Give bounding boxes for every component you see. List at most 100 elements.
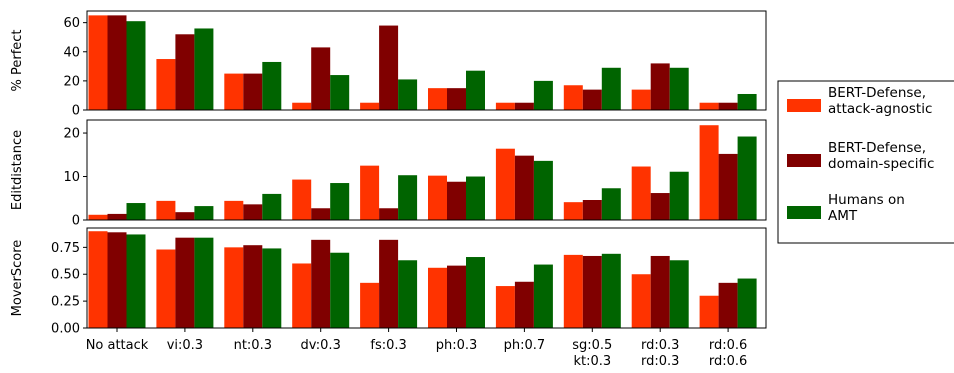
bar-panel2-series1-cat9 — [631, 166, 651, 220]
x-tick-label: No attack — [86, 338, 149, 353]
bar-panel1-series1-cat4 — [292, 102, 312, 110]
bar-panel3-series3-cat8 — [601, 253, 621, 328]
bar-panel3-series1-cat4 — [292, 263, 312, 328]
bar-panel2-series3-cat7 — [533, 160, 553, 220]
x-tick-label: ph:0.7 — [504, 338, 546, 353]
y-axis-label: Editdistance — [10, 130, 25, 210]
bar-panel2-series2-cat4 — [311, 208, 331, 220]
bar-panel2-series1-cat1 — [88, 214, 108, 220]
y-tick-label: 10 — [63, 170, 80, 185]
x-tick-label: sg:0.5 kt:0.3 — [572, 338, 612, 369]
legend-label-2: BERT-Defense, domain-specific — [828, 140, 934, 172]
bar-panel2-series1-cat2 — [156, 200, 176, 220]
y-tick-label: 60 — [63, 16, 80, 31]
bar-panel3-series2-cat3 — [243, 245, 263, 328]
bar-panel1-series3-cat6 — [466, 70, 485, 110]
bar-panel1-series1-cat10 — [699, 102, 719, 110]
bar-panel2-series3-cat8 — [601, 188, 621, 220]
bar-panel1-series3-cat2 — [194, 28, 214, 110]
bar-panel1-series1-cat1 — [88, 15, 108, 110]
bar-panel2-series1-cat10 — [699, 125, 719, 220]
bar-panel2-series3-cat5 — [398, 175, 418, 220]
legend-swatch-2 — [787, 154, 821, 167]
bar-panel2-series3-cat3 — [262, 193, 282, 220]
x-tick-label: fs:0.3 — [370, 338, 406, 353]
bar-panel2-series3-cat10 — [737, 136, 757, 220]
y-tick-label: 0 — [72, 104, 80, 119]
y-tick-label: 20 — [63, 74, 80, 89]
bar-panel3-series1-cat6 — [428, 267, 447, 328]
bar-panel3-series1-cat7 — [495, 286, 515, 328]
panel-2-frame — [86, 119, 767, 221]
y-tick-label: 0.50 — [51, 268, 80, 283]
bar-panel3-series1-cat2 — [156, 249, 176, 328]
bar-panel3-series2-cat9 — [650, 255, 670, 328]
y-tick-label: 0.00 — [51, 322, 80, 337]
legend-label-1: BERT-Defense, attack-agnostic — [828, 85, 932, 117]
bar-panel3-series3-cat1 — [126, 234, 146, 328]
bar-panel3-series3-cat7 — [533, 264, 553, 328]
chart-panels: 0 20 40 60 % Perfect 0 10 20 Editdistance 0.00 0.2… — [10, 10, 767, 337]
bar-panel3-series3-cat4 — [330, 252, 350, 328]
bar-panel1-series3-cat3 — [262, 61, 282, 110]
x-axis-tick-labels: No attack vi:0.3 nt:0.3 dv:0.3 fs:0.3 ph:0.3 p… — [86, 328, 747, 369]
bar-panel2-series3-cat4 — [330, 183, 350, 220]
bar-panel3-series1-cat5 — [360, 282, 380, 328]
bar-panel3-series3-cat3 — [262, 248, 282, 328]
bar-panel3-series1-cat10 — [699, 295, 719, 328]
bar-panel2-series2-cat1 — [107, 213, 127, 220]
bar-panel1-series3-cat1 — [126, 21, 146, 110]
x-tick-label: rd:0.6 rd:0.6 — [709, 338, 747, 369]
bar-panel2-series2-cat10 — [718, 153, 738, 220]
bar-panel1-series1-cat7 — [495, 102, 515, 110]
bar-panel3-series2-cat6 — [447, 265, 466, 328]
panel-1-frame — [86, 10, 767, 111]
bar-panel2-series3-cat2 — [194, 206, 214, 220]
bar-panel2-series2-cat8 — [582, 200, 602, 220]
bar-panel1-series3-cat10 — [737, 93, 757, 110]
bar-panel1-series3-cat9 — [669, 67, 689, 110]
y-tick-label: 40 — [63, 45, 80, 60]
legend-swatch-1 — [787, 99, 821, 112]
bar-panel3-series2-cat7 — [514, 281, 534, 328]
y-tick-label: 0 — [72, 214, 80, 229]
x-tick-label: ph:0.3 — [436, 338, 478, 353]
bar-panel3-series3-cat2 — [194, 237, 214, 328]
bar-panel2-series2-cat6 — [447, 181, 466, 220]
y-tick-label: 20 — [63, 127, 80, 142]
bar-panel1-series3-cat5 — [398, 79, 418, 110]
bar-panel3-series1-cat9 — [631, 274, 651, 328]
bar-panel2-series2-cat2 — [175, 212, 195, 220]
bar-panel3-series1-cat8 — [563, 254, 583, 328]
bar-panel2-series2-cat3 — [243, 204, 263, 220]
bar-panel2-series1-cat7 — [495, 148, 515, 220]
bar-panel1-series1-cat9 — [631, 89, 651, 110]
x-tick-label: dv:0.3 — [301, 338, 341, 353]
bar-panel1-series1-cat6 — [428, 88, 447, 110]
panel-2: 0 10 20 Editdistance — [10, 119, 767, 229]
bar-panel1-series2-cat4 — [311, 47, 331, 110]
bar-panel3-series2-cat2 — [175, 237, 195, 328]
bar-panel2-series1-cat8 — [563, 202, 583, 220]
bar-panel1-series2-cat1 — [107, 15, 127, 110]
bar-panel3-series1-cat3 — [224, 247, 244, 328]
panel-1: 0 20 40 60 % Perfect — [10, 10, 767, 119]
bar-panel3-series3-cat10 — [737, 278, 757, 328]
x-tick-label: vi:0.3 — [167, 338, 203, 353]
bar-panel1-series2-cat8 — [582, 89, 602, 110]
bar-panel2-series2-cat9 — [650, 193, 670, 220]
bar-panel2-series2-cat5 — [379, 208, 399, 220]
x-tick-label: rd:0.3 rd:0.3 — [641, 338, 679, 369]
bar-panel3-series1-cat1 — [88, 231, 108, 328]
bar-panel3-series2-cat8 — [582, 255, 602, 328]
bar-panel2-series1-cat5 — [360, 165, 380, 220]
legend: BERT-Defense, attack-agnostic BERT-Defense… — [777, 80, 954, 244]
x-tick-label: nt:0.3 — [234, 338, 272, 353]
y-tick-label: 0.75 — [51, 241, 80, 256]
bar-panel2-series3-cat6 — [466, 176, 485, 220]
bar-panel3-series2-cat1 — [107, 232, 127, 328]
bar-panel2-series3-cat9 — [669, 171, 689, 220]
bar-panel1-series1-cat3 — [224, 73, 244, 110]
y-tick-label: 0.25 — [51, 295, 80, 310]
